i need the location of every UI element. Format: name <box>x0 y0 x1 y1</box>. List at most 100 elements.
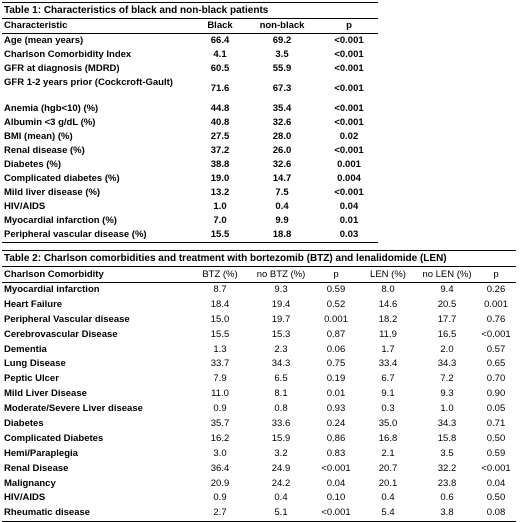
value-cell: 32.6 <box>272 117 292 128</box>
value-cell: 20.9 <box>210 477 230 489</box>
value-cell: 6.5 <box>274 373 288 385</box>
value-cell: 0.6 <box>440 492 454 504</box>
table-row: Renal Disease 36.4 24.9 <0.001 20.7 32.2 <0.00… <box>2 462 516 477</box>
value-cell: 33.4 <box>378 358 398 370</box>
value-cell: 9.9 <box>275 215 289 226</box>
value-cell: 35.4 <box>272 103 292 114</box>
table-row: Peripheral vascular disease (%) 15.5 18.8 0… <box>2 228 378 242</box>
value-cell: 40.8 <box>210 117 230 128</box>
row-label-cell: Hemi/Paraplegia <box>4 447 78 459</box>
value-cell: 0.93 <box>326 403 346 415</box>
value-cell: 0.75 <box>326 358 346 370</box>
table-1-header-p: p <box>346 20 352 31</box>
value-cell: 17.7 <box>437 313 457 325</box>
row-label-cell: Albumin <3 g/dL (%) <box>4 117 96 128</box>
value-cell: 0.57 <box>486 343 506 355</box>
value-cell: 8.1 <box>274 388 288 400</box>
value-cell: 9.3 <box>440 388 454 400</box>
table-row: GFR at diagnosis (MDRD) 60.5 55.9 <0.001 <box>2 62 378 76</box>
row-label-cell: Rheumatic disease <box>4 507 91 519</box>
row-label-cell: Mild Liver Disease <box>4 388 87 400</box>
value-cell: 0.02 <box>339 131 359 142</box>
value-cell: 0.50 <box>486 432 506 444</box>
value-cell: 15.5 <box>210 328 230 340</box>
value-cell: 34.3 <box>437 358 457 370</box>
value-cell: 0.4 <box>274 492 288 504</box>
table-2-header-no-btz: no BTZ (%) <box>256 269 306 280</box>
value-cell: 2.0 <box>440 343 454 355</box>
row-label-cell: Anemia (hgb<10) (%) <box>4 103 99 114</box>
row-label-cell: Dementia <box>4 343 47 355</box>
value-cell: 23.8 <box>437 477 457 489</box>
table-2-header-no-len: no LEN (%) <box>422 269 472 280</box>
value-cell: <0.001 <box>481 328 511 340</box>
value-cell: 14.7 <box>272 173 292 184</box>
value-cell: 3.0 <box>213 447 227 459</box>
table-2-header-p-len: p <box>493 269 499 280</box>
value-cell: 34.3 <box>271 358 291 370</box>
row-label-cell: Myocardial infarction <box>4 284 100 295</box>
value-cell: 0.83 <box>326 447 346 459</box>
table-row: Anemia (hgb<10) (%) 44.8 35.4 <0.001 <box>2 102 378 116</box>
value-cell: 18.8 <box>272 229 292 240</box>
value-cell: 3.8 <box>440 507 454 519</box>
table-row: Dementia 1.3 2.3 0.06 1.7 2.0 0.57 <box>2 343 516 358</box>
table-1-header-non-black: non-black <box>259 20 305 31</box>
value-cell: 1.0 <box>440 403 454 415</box>
value-cell: 0.3 <box>381 403 395 415</box>
value-cell: 6.7 <box>381 373 395 385</box>
value-cell: 0.19 <box>326 373 346 385</box>
value-cell: <0.001 <box>334 49 364 60</box>
value-cell: 14.6 <box>378 298 398 310</box>
row-label-cell: Lung Disease <box>4 358 66 370</box>
value-cell: <0.001 <box>334 35 364 46</box>
value-cell: 0.01 <box>326 388 346 400</box>
value-cell: 0.4 <box>275 201 289 212</box>
value-cell: 27.5 <box>210 131 230 142</box>
table-row: Cerebrovascular Disease 15.5 15.3 0.87 11.9 1… <box>2 328 516 343</box>
table-1-header-row: Characteristic Black non-black p <box>2 19 378 34</box>
value-cell: 11.0 <box>211 388 229 400</box>
table-row: GFR 1-2 years prior (Cockcroft-Gault) 71.… <box>2 76 378 102</box>
value-cell: 28.0 <box>272 131 292 142</box>
value-cell: 0.87 <box>326 328 346 340</box>
value-cell: 3.5 <box>275 49 289 60</box>
table-2-header-p-btz: p <box>333 269 339 280</box>
value-cell: 5.4 <box>381 507 395 519</box>
table-row: Rheumatic disease 2.7 5.1 <0.001 5.4 3.8 0.08 <box>2 506 516 521</box>
row-label-cell: Peripheral vascular disease (%) <box>4 229 147 240</box>
value-cell: 33.7 <box>210 358 230 370</box>
row-label-cell: Peptic Ulcer <box>4 373 59 385</box>
table-1-header-characteristic: Characteristic <box>4 20 68 31</box>
value-cell: 0.8 <box>274 403 288 415</box>
value-cell: 3.2 <box>274 447 288 459</box>
value-cell: 0.03 <box>339 229 359 240</box>
table-1: Table 1: Characteristics of black and no… <box>2 2 378 243</box>
value-cell: 33.6 <box>271 418 291 430</box>
value-cell: 16.5 <box>437 328 457 340</box>
table-row: Charlson Comorbidity Index 4.1 3.5 <0.001 <box>2 48 378 62</box>
value-cell: 0.52 <box>326 298 346 310</box>
value-cell: <0.001 <box>321 507 351 519</box>
value-cell: 0.001 <box>337 159 361 170</box>
value-cell: <0.001 <box>334 187 364 198</box>
value-cell: 5.1 <box>274 507 288 519</box>
value-cell: 38.8 <box>210 159 230 170</box>
row-label-cell: Diabetes (%) <box>4 159 62 170</box>
value-cell: 0.70 <box>486 373 506 385</box>
value-cell: <0.001 <box>334 117 364 128</box>
value-cell: 1.7 <box>381 343 395 355</box>
value-cell: <0.001 <box>481 462 511 474</box>
table-row: Complicated diabetes (%) 19.0 14.7 0.004 <box>2 172 378 186</box>
value-cell: 0.71 <box>486 418 506 430</box>
value-cell: <0.001 <box>334 145 364 156</box>
table-1-caption: Table 1: Characteristics of black and no… <box>2 2 378 19</box>
value-cell: 19.4 <box>271 298 291 310</box>
value-cell: 2.3 <box>274 343 288 355</box>
value-cell: 0.65 <box>486 358 506 370</box>
row-label-cell: Cerebrovascular Disease <box>4 328 118 340</box>
table-row: Peptic Ulcer 7.9 6.5 0.19 6.7 7.2 0.70 <box>2 372 516 387</box>
table-2-header-comorbidity: Charlson Comorbidity <box>4 269 104 280</box>
table-row: Myocardial infarction (%) 7.0 9.9 0.01 <box>2 214 378 228</box>
value-cell: 0.26 <box>486 284 506 295</box>
